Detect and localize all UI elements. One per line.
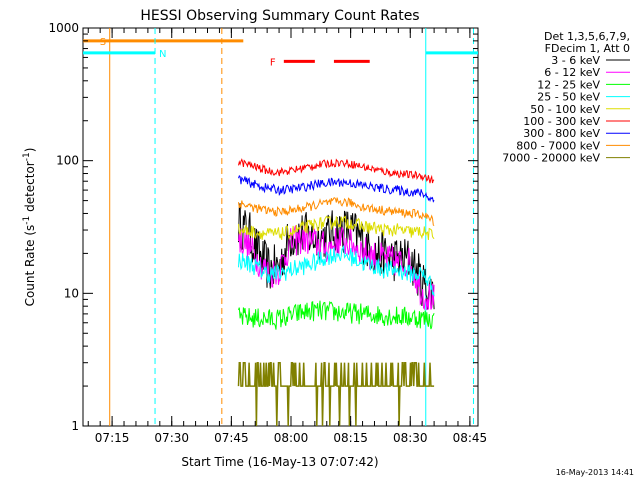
y-label-superscript: -1 bbox=[22, 152, 32, 161]
series-line bbox=[238, 225, 435, 311]
legend-label: 12 - 25 keV bbox=[537, 78, 600, 91]
x-axis: 07:15 07:30 07:45 08:00 08:15 08:30 08:45 bbox=[87, 28, 488, 445]
legend-label: 3 - 6 keV bbox=[551, 54, 600, 67]
flag-label-saa: S bbox=[100, 37, 106, 48]
plot-frame bbox=[82, 27, 479, 427]
series-line bbox=[238, 215, 435, 241]
flag-label-flare: F bbox=[270, 57, 276, 68]
series-line bbox=[238, 174, 435, 203]
flag-label-night: N bbox=[159, 49, 166, 60]
legend-label: 25 - 50 keV bbox=[537, 91, 600, 104]
legend-label: 50 - 100 keV bbox=[530, 103, 600, 116]
legend-label: 100 - 300 keV bbox=[523, 115, 600, 128]
y-axis-label: Count Rate (s-1 detector-1) bbox=[22, 148, 37, 307]
legend-header-line: FDecim 1, Att 0 bbox=[545, 42, 630, 55]
y-label-superscript: -1 bbox=[22, 216, 32, 225]
y-tick-label: 1 bbox=[71, 419, 79, 433]
x-axis-label: Start Time (16-May-13 07:07:42) bbox=[181, 455, 378, 469]
series-group bbox=[237, 158, 435, 427]
x-tick-label: 07:15 bbox=[95, 431, 130, 445]
y-tick-label: 10 bbox=[64, 286, 79, 300]
legend-label: 7000 - 20000 keV bbox=[502, 152, 600, 165]
series-line bbox=[238, 197, 435, 227]
legend-header-line: Det 1,3,5,6,7,9, bbox=[544, 30, 630, 43]
footer-timestamp: 16-May-2013 14:41 bbox=[556, 468, 634, 477]
x-tick-label: 08:30 bbox=[393, 431, 428, 445]
y-label-part: Count Rate (s bbox=[23, 225, 37, 307]
legend-label: 800 - 7000 keV bbox=[516, 139, 600, 152]
series-line bbox=[238, 158, 435, 184]
y-label-part: ) bbox=[23, 148, 37, 153]
x-tick-label: 07:45 bbox=[214, 431, 249, 445]
legend-label: 6 - 12 keV bbox=[544, 66, 600, 79]
plot-area bbox=[82, 27, 479, 427]
x-tick-label: 08:00 bbox=[274, 431, 309, 445]
y-axis: 1 10 100 1000 bbox=[48, 21, 478, 433]
series-line bbox=[237, 361, 435, 427]
y-tick-label: 1000 bbox=[48, 21, 79, 35]
legend: Det 1,3,5,6,7,9, FDecim 1, Att 0 3 - 6 k… bbox=[502, 30, 630, 165]
chart-title: HESSI Observing Summary Count Rates bbox=[140, 8, 419, 24]
x-tick-label: 08:45 bbox=[453, 431, 488, 445]
x-tick-label: 08:15 bbox=[333, 431, 368, 445]
series-line bbox=[238, 300, 435, 330]
flag-lines: S N F bbox=[83, 28, 478, 426]
y-tick-label: 100 bbox=[56, 154, 79, 168]
y-label-part: detector bbox=[23, 161, 37, 216]
legend-label: 300 - 800 keV bbox=[523, 127, 600, 140]
series-line bbox=[238, 245, 435, 297]
x-tick-label: 07:30 bbox=[154, 431, 189, 445]
